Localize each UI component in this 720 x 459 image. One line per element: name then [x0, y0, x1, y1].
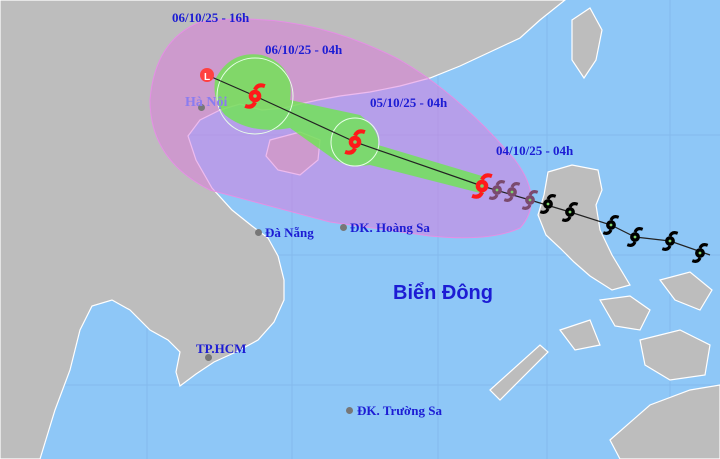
storm-icon	[471, 173, 493, 199]
visayas-islands	[559, 271, 713, 351]
place-truongsa: ĐK. Trường Sa	[357, 403, 442, 418]
storm-icon	[561, 202, 579, 222]
radius-circle	[216, 57, 294, 135]
mindanao-island	[639, 329, 711, 381]
svg-text:L: L	[204, 72, 210, 83]
forecast-label: 05/10/25 - 04h	[370, 95, 448, 110]
forecast-label: 06/10/25 - 04h	[265, 42, 343, 57]
storm-icon	[488, 180, 506, 200]
storm-icon	[539, 194, 557, 214]
place-hanoi: Hà Nội	[185, 95, 228, 110]
storm-icon	[521, 190, 539, 210]
forecast-label: 06/10/25 - 16h	[172, 10, 250, 25]
storm-icon	[503, 182, 521, 202]
storm-icon	[626, 227, 644, 247]
palawan-island	[489, 344, 549, 401]
low-pressure-icon: L	[200, 68, 214, 83]
luzon-island	[537, 164, 631, 291]
place-hoangsa: ĐK. Hoàng Sa	[350, 220, 430, 235]
storm-icon	[602, 215, 620, 235]
place-tphcm: TP.HCM	[196, 341, 247, 356]
storm-icon	[344, 129, 366, 155]
danger-zone	[214, 54, 484, 195]
storm-icon	[691, 243, 709, 263]
radius-circle	[330, 117, 380, 167]
place-biendong: Biển Đông	[393, 282, 493, 304]
storm-icon	[244, 83, 266, 109]
storm-icon	[661, 231, 679, 251]
place-danang: Đà Nẵng	[265, 225, 314, 240]
forecast-label: 04/10/25 - 04h	[496, 143, 574, 158]
taiwan-island	[571, 7, 603, 80]
borneo-island	[609, 384, 720, 459]
